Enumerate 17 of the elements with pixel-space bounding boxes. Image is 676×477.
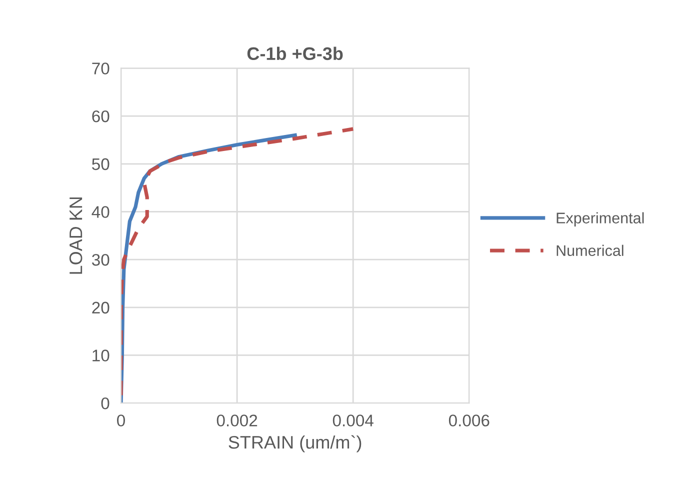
x-tick-label: 0 (117, 414, 125, 426)
x-tick-label: 0.006 (448, 414, 490, 426)
y-tick-label: 0 (101, 397, 110, 410)
x-axis-title: STRAIN (um/m`) (228, 435, 362, 452)
y-tick-label: 50 (92, 158, 110, 170)
y-axis-title: LOAD KN (69, 197, 82, 274)
x-tick-label: 0.004 (332, 414, 374, 426)
chart-title: C-1b +G-3b (247, 46, 343, 60)
y-tick-label: 20 (92, 302, 110, 314)
y-tick-label: 70 (92, 62, 110, 74)
y-tick-label: 30 (92, 254, 110, 266)
legend-label: Experimental (556, 212, 644, 226)
y-tick-label: 10 (92, 350, 110, 362)
x-tick-label: 0.002 (216, 414, 258, 426)
y-tick-label: 40 (92, 206, 110, 218)
legend-label: Numerical (556, 244, 624, 256)
y-tick-label: 60 (92, 110, 110, 122)
